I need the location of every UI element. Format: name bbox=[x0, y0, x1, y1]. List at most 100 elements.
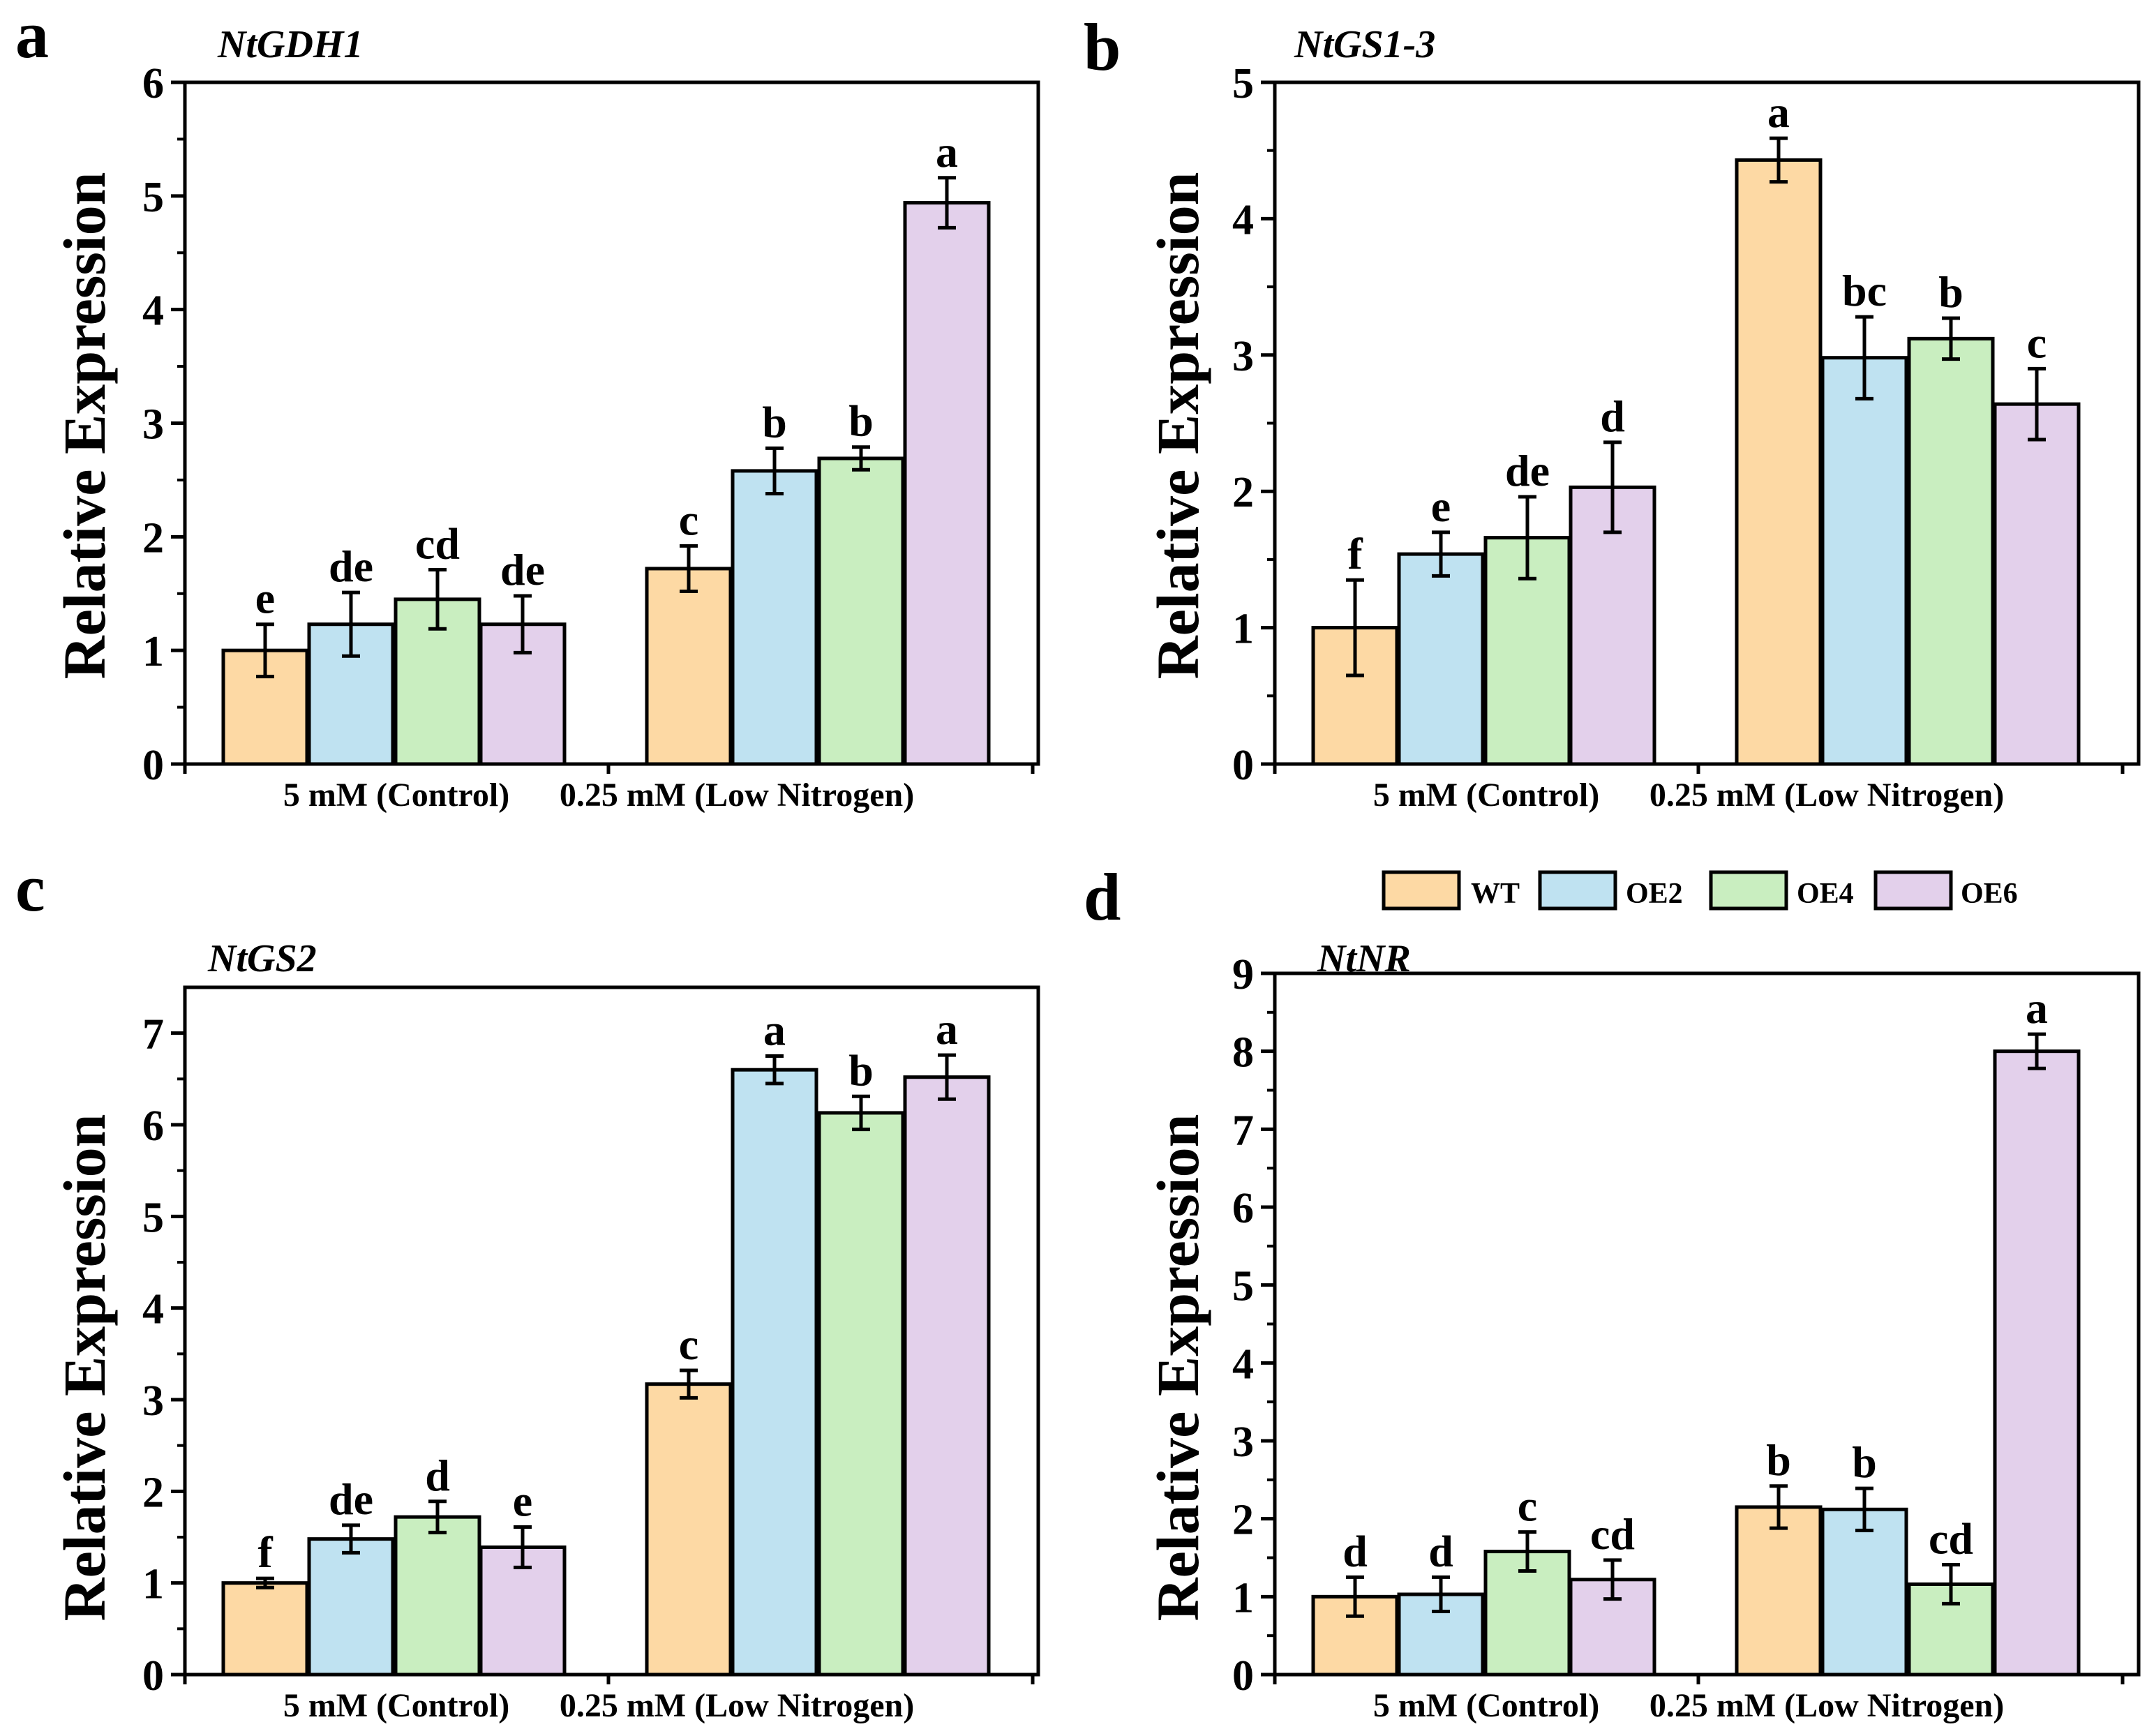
bar-oe6-low-n bbox=[1993, 402, 2081, 766]
y-axis-label: Relative Expression bbox=[51, 172, 118, 679]
y-tick-label: 2 bbox=[142, 1469, 164, 1516]
panel-b: b NtGS1-3 Relative Expression f a e bc de b d c 0 1 2… bbox=[1084, 10, 2141, 814]
bar-oe4-low-n bbox=[1907, 336, 1995, 766]
error-bar bbox=[1855, 315, 1873, 401]
y-tick-label: 1 bbox=[142, 1561, 164, 1608]
significance-letter: b bbox=[1938, 267, 1963, 317]
y-tick-label: 4 bbox=[142, 287, 164, 335]
significance-letter: f bbox=[1347, 529, 1363, 578]
significance-letter: a bbox=[763, 1005, 786, 1055]
y-tick-label: 3 bbox=[142, 401, 164, 449]
y-tick-label: 4 bbox=[142, 1286, 164, 1333]
significance-letter: de bbox=[500, 545, 545, 594]
panel-a: a NtGDH1 Relative Expression e c de b cd b de a 0 1 2… bbox=[15, 0, 1040, 814]
bar-oe6-low-n bbox=[903, 1075, 991, 1677]
legend-label-oe6: OE6 bbox=[1961, 878, 2018, 910]
y-tick-label: 5 bbox=[1232, 60, 1254, 107]
x-tick-label: 0.25 mM (Low Nitrogen) bbox=[1649, 1687, 2004, 1724]
significance-letter: c bbox=[1518, 1481, 1537, 1531]
bar-wt-low-n bbox=[1735, 158, 1823, 766]
significance-letter: f bbox=[257, 1527, 273, 1577]
error-bar bbox=[514, 594, 532, 654]
error-bar bbox=[2028, 366, 2046, 442]
legend: WT OE2 OE4 OE6 bbox=[1382, 870, 2018, 911]
y-tick-label: 0 bbox=[1232, 742, 1254, 789]
y-tick-label: 1 bbox=[1232, 1574, 1254, 1622]
significance-letter: cd bbox=[1929, 1514, 1973, 1564]
bar-oe4-control bbox=[394, 1515, 481, 1677]
error-bar bbox=[514, 1525, 532, 1569]
error-bar bbox=[765, 1054, 784, 1086]
error-bar bbox=[1942, 1563, 1960, 1606]
significance-letter: b bbox=[848, 396, 874, 446]
bar-oe6-low-n bbox=[1993, 1049, 2081, 1677]
error-bar bbox=[1942, 316, 1960, 361]
error-bar bbox=[256, 622, 274, 679]
significance-letter: de bbox=[329, 541, 373, 591]
significance-letter: d bbox=[1342, 1526, 1368, 1576]
y-tick-label: 5 bbox=[1232, 1263, 1254, 1310]
significance-letter: e bbox=[255, 574, 275, 623]
significance-letter: cd bbox=[415, 519, 460, 569]
legend-label-oe4: OE4 bbox=[1797, 878, 1854, 910]
significance-letter: e bbox=[513, 1476, 532, 1526]
gene-title: NtGS2 bbox=[207, 937, 317, 980]
x-tick-label: 5 mM (Control) bbox=[1373, 1687, 1599, 1724]
significance-letter: b bbox=[1852, 1437, 1877, 1487]
error-bar bbox=[342, 590, 360, 658]
significance-letter: c bbox=[2027, 317, 2047, 367]
bar-oe2-low-n bbox=[731, 1068, 818, 1677]
bar-oe2-low-n bbox=[731, 469, 818, 766]
y-tick-label: 1 bbox=[142, 628, 164, 675]
significance-letter: de bbox=[329, 1474, 373, 1524]
x-tick-label: 0.25 mM (Low Nitrogen) bbox=[560, 777, 914, 814]
plot-frame bbox=[183, 985, 1040, 1677]
bar-oe2-low-n bbox=[1820, 356, 1908, 766]
y-tick-label: 0 bbox=[142, 1652, 164, 1700]
error-bar bbox=[765, 446, 784, 495]
y-tick-label: 7 bbox=[1232, 1107, 1254, 1154]
legend-label-oe2: OE2 bbox=[1626, 878, 1683, 910]
y-tick-label: 5 bbox=[142, 1194, 164, 1241]
significance-letter: a bbox=[936, 1004, 958, 1054]
panel-letter: c bbox=[15, 851, 45, 925]
y-axis-label: Relative Expression bbox=[51, 1114, 118, 1621]
y-tick-label: 6 bbox=[142, 1102, 164, 1150]
x-tick-label: 5 mM (Control) bbox=[283, 1687, 509, 1724]
error-bar bbox=[938, 1053, 956, 1101]
error-bar bbox=[680, 1368, 698, 1400]
error-bar bbox=[256, 1576, 274, 1589]
x-tick-label: 0.25 mM (Low Nitrogen) bbox=[560, 1687, 914, 1724]
error-bar bbox=[852, 445, 870, 472]
y-tick-label: 2 bbox=[142, 514, 164, 562]
error-bar bbox=[852, 1094, 870, 1132]
legend-swatch-oe2 bbox=[1538, 870, 1617, 911]
y-tick-label: 0 bbox=[1232, 1652, 1254, 1700]
y-tick-label: 3 bbox=[142, 1377, 164, 1425]
y-tick-label: 2 bbox=[1232, 469, 1254, 516]
y-tick-label: 8 bbox=[1232, 1029, 1254, 1077]
gene-title: NtGDH1 bbox=[217, 23, 363, 66]
error-bar bbox=[1518, 495, 1536, 581]
error-bar bbox=[1518, 1530, 1536, 1573]
error-bar bbox=[1770, 1484, 1788, 1530]
significance-letter: c bbox=[679, 1319, 698, 1369]
significance-letter: b bbox=[1766, 1435, 1791, 1485]
legend-swatch-wt bbox=[1382, 870, 1461, 911]
bar-oe6-low-n bbox=[903, 201, 991, 766]
y-tick-label: 3 bbox=[1232, 333, 1254, 380]
bar-wt-control bbox=[221, 1581, 309, 1677]
error-bar bbox=[1855, 1486, 1873, 1532]
error-bar bbox=[1603, 1558, 1622, 1601]
significance-letter: de bbox=[1505, 446, 1550, 495]
bar-wt-low-n bbox=[1735, 1505, 1823, 1677]
error-bar bbox=[1346, 578, 1364, 678]
error-bar bbox=[1603, 440, 1622, 534]
bar-wt-low-n bbox=[645, 1382, 733, 1677]
error-bar bbox=[1432, 530, 1450, 578]
significance-letter: a bbox=[936, 127, 958, 177]
bar-oe2-control bbox=[1397, 552, 1485, 766]
error-bar bbox=[428, 1499, 447, 1534]
